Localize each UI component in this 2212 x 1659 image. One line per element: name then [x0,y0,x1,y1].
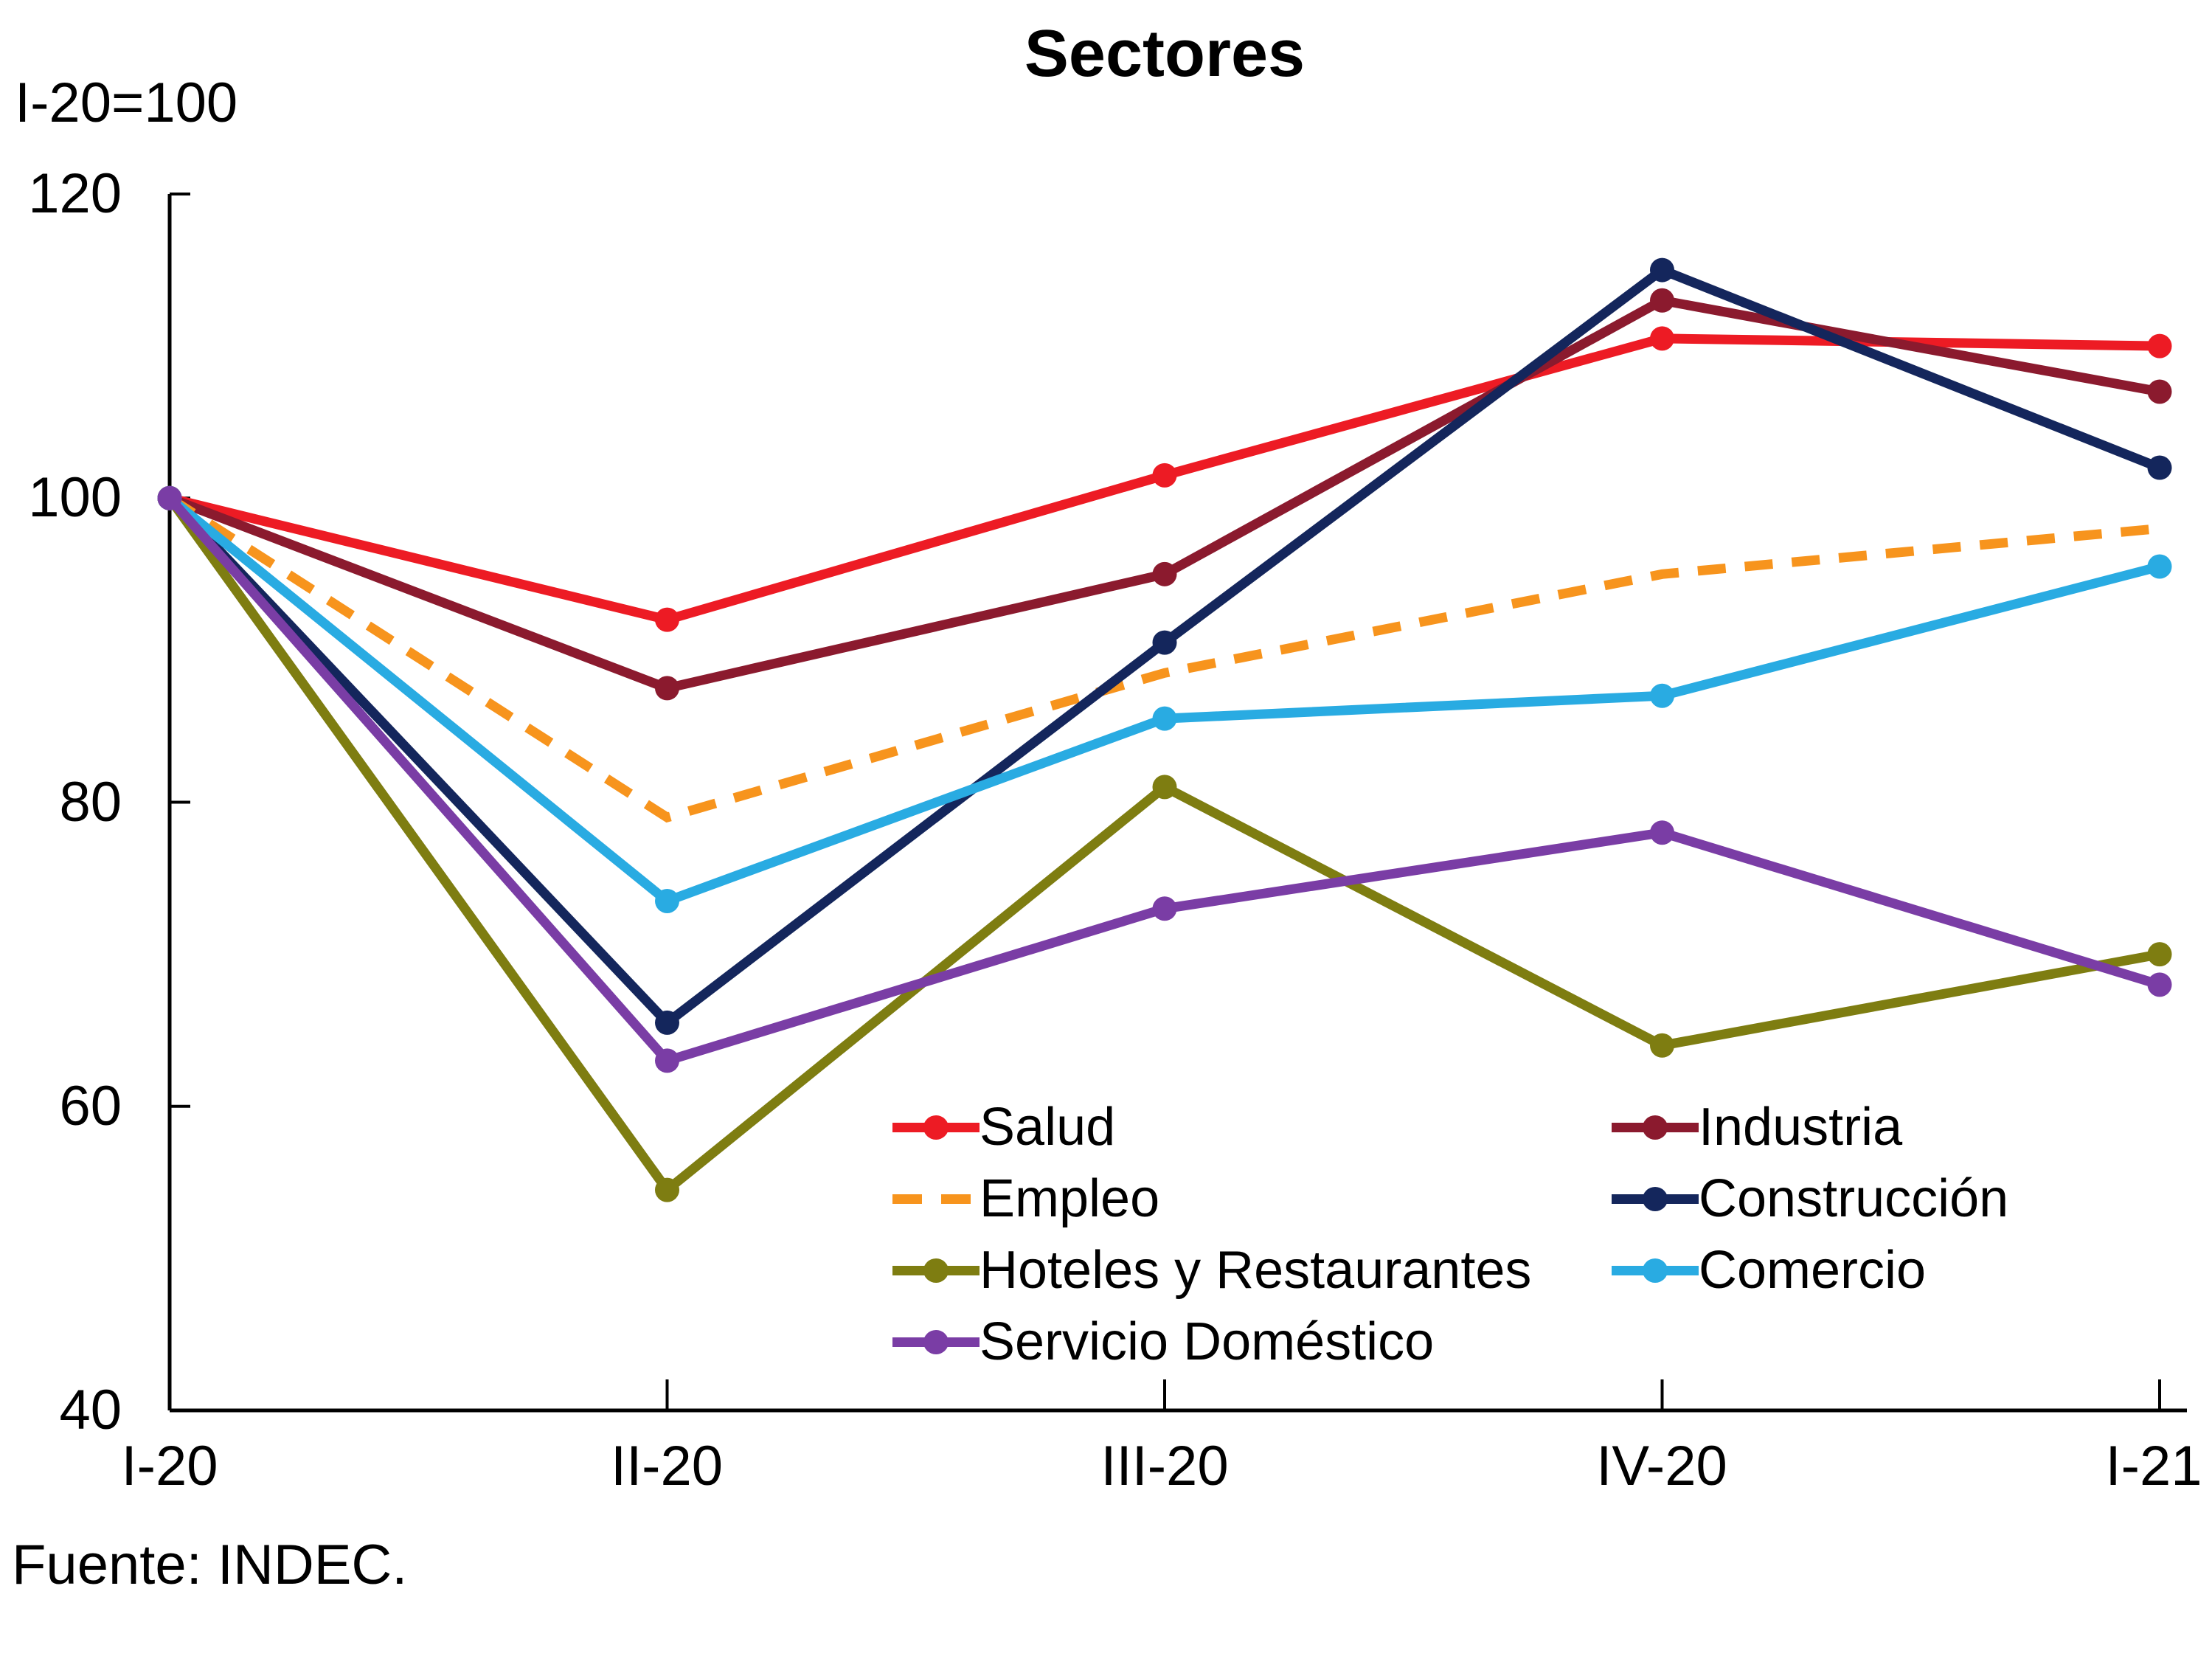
x-tick-label: III-20 [1100,1435,1229,1497]
y-tick-label: 120 [28,162,122,225]
data-point-industria-ii-20 [655,676,679,701]
salud-line-marker-icon [892,1092,980,1163]
data-point-hoteles-y-restaurantes-ii-20 [655,1177,679,1202]
data-point-comercio-i-21 [2147,554,2172,579]
legend-label: Comercio [1699,1241,1927,1300]
series-line-empleo [167,493,2160,823]
data-point-hoteles-y-restaurantes-iv-20 [1650,1033,1674,1058]
data-point-hoteles-y-restaurantes-i-21 [2147,942,2172,967]
x-tick-label: I-20 [121,1435,218,1497]
data-point-servicio-domestico-ii-20 [655,1048,679,1073]
legend-label: Salud [980,1098,1116,1157]
series-line-hoteles-y-restaurantes [165,495,2161,1197]
y-tick-label: 40 [59,1379,122,1441]
legend-item-servicio-domestico: Servicio Doméstico [892,1306,1531,1378]
data-point-comercio-iv-20 [1650,683,1674,708]
data-point-salud-iii-20 [1152,463,1177,488]
x-tick-label: IV-20 [1596,1435,1727,1497]
legend-label: Construcción [1699,1169,2009,1228]
data-point-comercio-iii-20 [1152,706,1177,731]
servicio-line-marker-icon [892,1306,980,1378]
legend-label: Servicio Doméstico [980,1312,1435,1371]
data-point-construccion-i-21 [2147,455,2172,480]
x-tick-label: I-21 [2105,1435,2202,1497]
y-tick-label: 60 [59,1075,122,1137]
data-point-industria-iii-20 [1152,561,1177,586]
data-point-salud-iv-20 [1650,326,1674,351]
data-point-servicio-domestico-i-20 [157,485,182,510]
industria-line-marker-icon [1612,1092,1699,1163]
axis-unit-note: I-20=100 [15,72,238,134]
y-tick-label: 100 [28,466,122,529]
data-point-salud-ii-20 [655,607,679,632]
legend-item-empleo: Empleo [892,1163,1531,1235]
data-point-construccion-ii-20 [655,1010,679,1035]
construccion-line-marker-icon [1612,1163,1699,1235]
data-point-salud-i-21 [2147,333,2172,359]
data-point-construccion-iii-20 [1152,630,1177,655]
legend-item-comercio: Comercio [1612,1235,2008,1306]
legend-column-left: Salud Empleo Hoteles y Restaurantes Serv… [892,1092,1531,1378]
legend-label: Hoteles y Restaurantes [980,1241,1532,1300]
data-point-industria-iv-20 [1650,288,1674,313]
hoteles-line-marker-icon [892,1235,980,1306]
source-note: Fuente: INDEC. [12,1534,408,1596]
empleo-dashed-line-icon [892,1163,980,1235]
legend-item-hoteles: Hoteles y Restaurantes [892,1235,1531,1306]
data-point-servicio-domestico-iii-20 [1152,896,1177,921]
legend-label: Empleo [980,1169,1160,1228]
data-point-comercio-ii-20 [655,888,679,913]
series-line-industria [167,295,2161,693]
x-tick-label: II-20 [610,1435,724,1497]
data-point-servicio-domestico-iv-20 [1650,820,1674,845]
comercio-line-marker-icon [1612,1235,1699,1306]
y-tick-label: 80 [59,771,122,834]
data-point-construccion-iv-20 [1650,257,1674,283]
data-point-hoteles-y-restaurantes-iii-20 [1152,775,1177,800]
legend-item-industria: Industria [1612,1092,2008,1163]
legend-item-salud: Salud [892,1092,1531,1163]
data-point-industria-i-21 [2147,379,2172,404]
legend-label: Industria [1699,1098,1903,1157]
chart-title: Sectores [1024,17,1306,91]
legend-item-construccion: Construcción [1612,1163,2008,1235]
data-point-servicio-domestico-i-21 [2147,972,2172,997]
legend-column-right: Industria Construcción Comercio [1612,1092,2008,1306]
